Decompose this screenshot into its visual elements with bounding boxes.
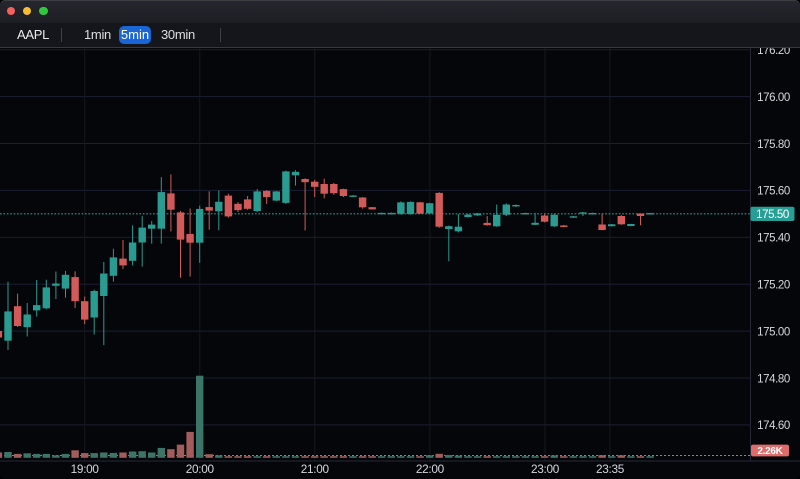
svg-text:175.80: 175.80 (757, 139, 790, 151)
svg-text:176.20: 176.20 (757, 45, 790, 57)
svg-text:175.00: 175.00 (757, 326, 790, 338)
svg-text:176.00: 176.00 (757, 92, 790, 104)
svg-text:2.26K: 2.26K (757, 446, 783, 457)
svg-text:175.40: 175.40 (757, 233, 790, 245)
svg-text:21:00: 21:00 (301, 462, 330, 476)
svg-text:175.50: 175.50 (756, 209, 789, 221)
svg-text:22:00: 22:00 (416, 462, 445, 476)
svg-text:174.60: 174.60 (757, 420, 790, 432)
svg-text:175.20: 175.20 (757, 280, 790, 292)
svg-text:23:00: 23:00 (531, 462, 560, 476)
svg-text:19:00: 19:00 (71, 462, 100, 476)
svg-text:20:00: 20:00 (186, 462, 215, 476)
svg-text:23:35: 23:35 (596, 462, 625, 476)
svg-text:175.60: 175.60 (757, 186, 790, 198)
svg-text:174.80: 174.80 (757, 373, 790, 385)
